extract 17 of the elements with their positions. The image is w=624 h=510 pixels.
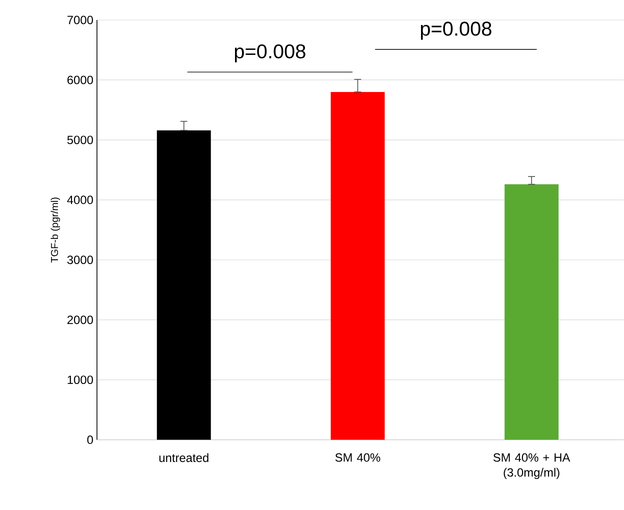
bar [156,130,211,440]
x-tick-label: SM 40% [335,453,380,462]
annotation: p=0.008 [234,44,306,63]
y-tick-label: 6000 [67,76,93,84]
x-tick-label: SM 40% + HA (3.0mg/ml) [493,453,570,480]
y-tick-label: 2000 [67,316,93,324]
y-tick-label: 4000 [67,196,93,204]
x-tick-label: untreated [159,453,208,462]
y-axis-title: TGF-b (pgr/ml) [50,198,60,263]
y-tick-label: 0 [87,436,93,444]
y-tick-label: 1000 [68,376,93,384]
y-tick-label: 3000 [67,256,93,264]
annotation: p=0.008 [420,22,492,40]
bar [330,92,385,440]
y-tick-label: 5000 [67,136,93,144]
y-tick-label: 7000 [67,16,93,24]
bar [504,184,559,440]
